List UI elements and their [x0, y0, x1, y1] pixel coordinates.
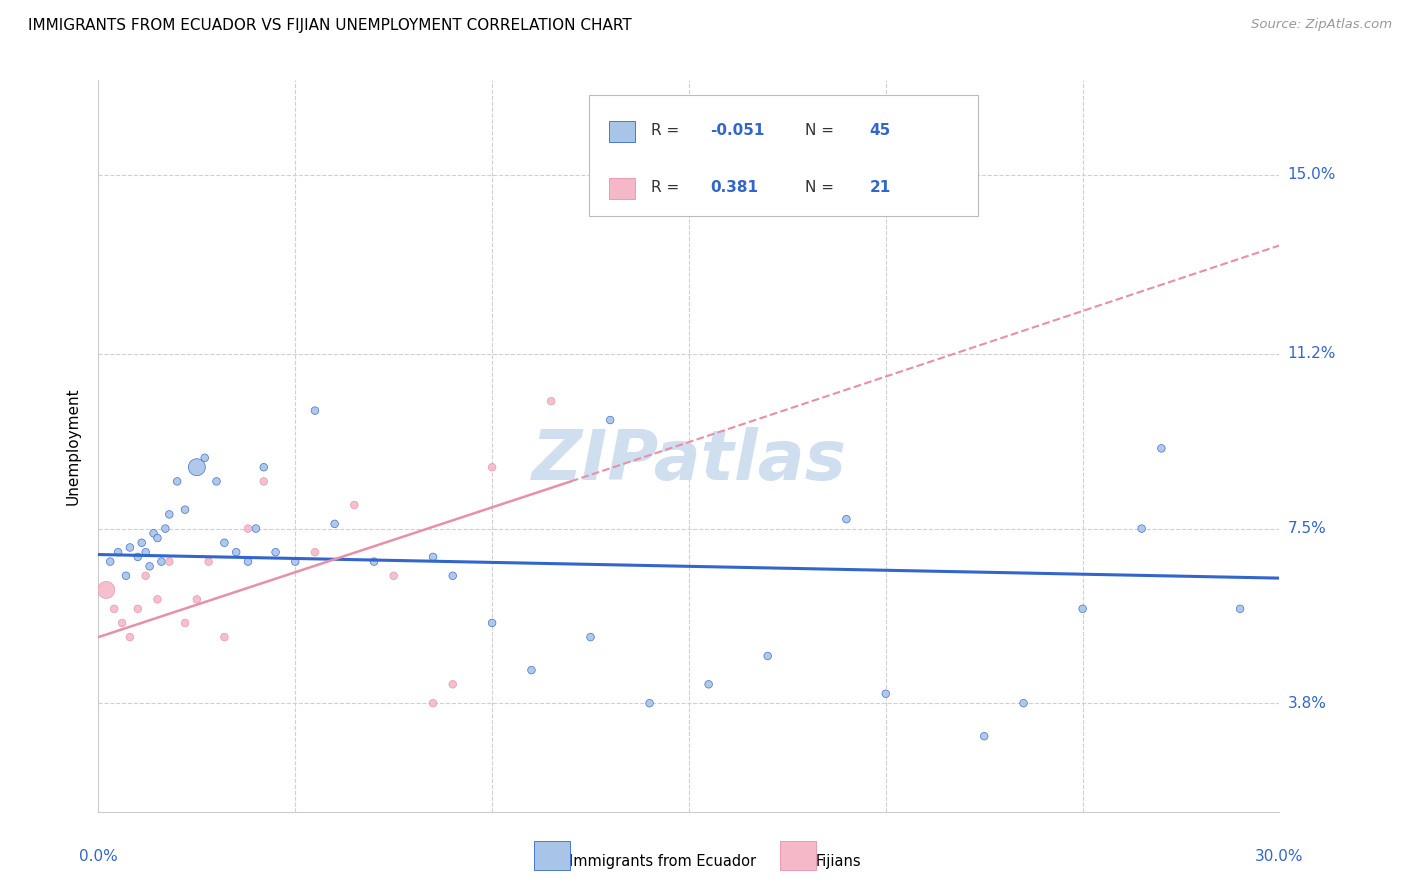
- Point: [304, 403, 326, 417]
- Point: [638, 696, 661, 710]
- Point: [146, 592, 169, 607]
- Point: [284, 555, 307, 569]
- Point: [441, 677, 464, 691]
- Text: 0.0%: 0.0%: [79, 849, 118, 864]
- Point: [697, 677, 720, 691]
- Point: [1150, 442, 1173, 456]
- Text: N =: N =: [804, 123, 838, 138]
- Point: [422, 549, 444, 564]
- Point: [166, 475, 188, 489]
- Point: [157, 508, 180, 522]
- Text: 3.8%: 3.8%: [1288, 696, 1327, 711]
- Text: 21: 21: [870, 179, 891, 194]
- Point: [481, 460, 503, 475]
- Point: [323, 516, 346, 531]
- Text: R =: R =: [651, 179, 685, 194]
- Point: [142, 526, 165, 541]
- Text: Fijians: Fijians: [815, 855, 860, 869]
- Point: [146, 531, 169, 545]
- Text: 45: 45: [870, 123, 891, 138]
- Point: [107, 545, 129, 559]
- Point: [214, 535, 236, 549]
- Point: [264, 545, 287, 559]
- Text: 15.0%: 15.0%: [1288, 167, 1336, 182]
- Point: [214, 630, 236, 644]
- Point: [382, 568, 405, 582]
- Point: [127, 602, 149, 616]
- Point: [481, 615, 503, 630]
- Point: [1071, 602, 1094, 616]
- Point: [135, 568, 157, 582]
- Point: [579, 630, 602, 644]
- Point: [186, 460, 208, 475]
- Point: [422, 696, 444, 710]
- Point: [174, 502, 197, 516]
- Point: [225, 545, 247, 559]
- Point: [98, 555, 121, 569]
- Point: [253, 460, 276, 475]
- Point: [111, 615, 134, 630]
- Text: 11.2%: 11.2%: [1288, 346, 1336, 361]
- Text: R =: R =: [651, 123, 685, 138]
- Point: [194, 450, 217, 465]
- Text: N =: N =: [804, 179, 838, 194]
- Point: [875, 687, 897, 701]
- Text: 30.0%: 30.0%: [1256, 849, 1303, 864]
- Point: [236, 555, 259, 569]
- Text: 7.5%: 7.5%: [1288, 521, 1326, 536]
- Point: [1130, 522, 1153, 536]
- Text: -0.051: -0.051: [710, 123, 765, 138]
- Point: [150, 555, 173, 569]
- Point: [835, 512, 858, 526]
- FancyBboxPatch shape: [609, 178, 634, 199]
- Point: [343, 498, 366, 512]
- Point: [135, 545, 157, 559]
- Point: [157, 555, 180, 569]
- Point: [155, 522, 177, 536]
- Point: [363, 555, 385, 569]
- FancyBboxPatch shape: [609, 121, 634, 142]
- Point: [127, 549, 149, 564]
- Point: [115, 568, 138, 582]
- Point: [1012, 696, 1035, 710]
- Point: [599, 413, 621, 427]
- Point: [540, 394, 562, 409]
- Point: [197, 555, 219, 569]
- Point: [103, 602, 125, 616]
- Point: [118, 630, 141, 644]
- Point: [131, 535, 153, 549]
- Point: [253, 475, 276, 489]
- Point: [304, 545, 326, 559]
- Point: [96, 582, 118, 597]
- Text: IMMIGRANTS FROM ECUADOR VS FIJIAN UNEMPLOYMENT CORRELATION CHART: IMMIGRANTS FROM ECUADOR VS FIJIAN UNEMPL…: [28, 18, 631, 33]
- Text: ZIPatlas: ZIPatlas: [531, 427, 846, 494]
- Point: [118, 541, 141, 555]
- Point: [138, 559, 160, 574]
- FancyBboxPatch shape: [589, 95, 979, 216]
- Y-axis label: Unemployment: Unemployment: [65, 387, 80, 505]
- Point: [520, 663, 543, 677]
- Point: [756, 648, 779, 663]
- Text: Immigrants from Ecuador: Immigrants from Ecuador: [569, 855, 756, 869]
- Point: [186, 592, 208, 607]
- Point: [245, 522, 267, 536]
- Text: 0.381: 0.381: [710, 179, 758, 194]
- Point: [174, 615, 197, 630]
- Point: [973, 729, 995, 743]
- Point: [1229, 602, 1251, 616]
- Point: [236, 522, 259, 536]
- Text: Source: ZipAtlas.com: Source: ZipAtlas.com: [1251, 18, 1392, 31]
- Point: [205, 475, 228, 489]
- Point: [441, 568, 464, 582]
